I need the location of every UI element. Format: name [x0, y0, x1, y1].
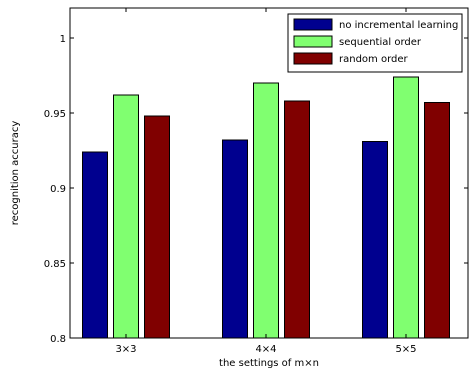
bar-3-1 [144, 115, 170, 339]
plot-frame [69, 7, 469, 339]
x-ticks-group: 3×3 4×4 5×5 [115, 8, 417, 355]
x-tick-label: 4×4 [255, 344, 276, 355]
bar-1-1 [82, 151, 108, 339]
bar-2-3 [393, 76, 419, 339]
y-tick-label: 1 [60, 34, 66, 45]
bar-2-1 [113, 94, 139, 339]
legend-label: sequential order [339, 37, 422, 48]
legend: no incremental learning sequential order r… [287, 13, 463, 73]
legend-swatch [293, 35, 333, 48]
y-axis-title: recognition accuracy [10, 121, 21, 226]
legend-label: random order [339, 54, 409, 65]
bar-1-2 [222, 139, 248, 339]
legend-label: no incremental learning [339, 20, 458, 31]
x-axis-title: the settings of m×n [219, 358, 319, 368]
bar-1-3 [362, 141, 388, 339]
legend-swatch [293, 18, 333, 31]
bar-3-2 [284, 100, 310, 339]
y-tick-label: 0.85 [44, 259, 66, 270]
y-tick-label: 0.9 [50, 184, 66, 195]
x-tick-label: 3×3 [115, 344, 136, 355]
legend-swatch [293, 52, 333, 65]
x-tick-label: 5×5 [395, 344, 416, 355]
y-ticks-group: 0.8 0.85 0.9 0.95 1 [44, 34, 468, 345]
y-tick-label: 0.8 [50, 334, 66, 345]
bars-group [82, 76, 450, 339]
bar-2-2 [253, 82, 279, 339]
bar-3-3 [424, 102, 450, 339]
y-tick-label: 0.95 [44, 109, 66, 120]
